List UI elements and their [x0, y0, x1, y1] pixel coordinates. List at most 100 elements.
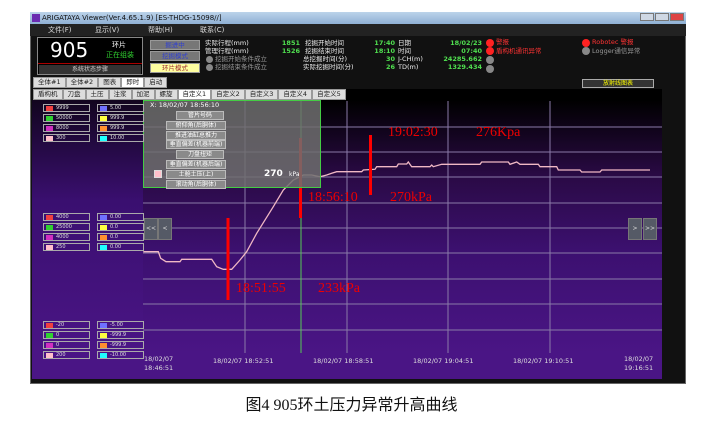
scale-max-field[interactable]: 10.00 — [97, 134, 144, 142]
assembly-status: 正在组装 — [106, 51, 134, 59]
menu-view[interactable]: 显示(V) — [95, 26, 120, 34]
scale-value: 10.00 — [110, 135, 125, 141]
scale-value: 0.0 — [110, 234, 118, 240]
tab-top-4[interactable]: 即时 — [121, 77, 145, 88]
excavation-mode-button[interactable]: 挖掘模式 — [150, 51, 200, 61]
info-value: 26 — [385, 63, 395, 71]
cursor-series-button[interactable]: 管片号码 — [176, 111, 224, 120]
time-axis — [32, 353, 662, 379]
scale-max-field[interactable]: 300 — [43, 134, 90, 142]
scale-min-field[interactable]: 0 — [43, 331, 90, 339]
scale-mid-field[interactable]: 0.00 — [97, 243, 144, 251]
system-status-step: 系统状态步骤 — [39, 65, 141, 74]
status-indicator — [486, 56, 494, 64]
info-value: 30 — [385, 55, 395, 63]
scale-min-field[interactable]: -999.9 — [97, 331, 144, 339]
scale-min-field[interactable]: -999.9 — [97, 341, 144, 349]
scale-min-field[interactable]: -5.00 — [97, 321, 144, 329]
series-color-swatch — [100, 245, 107, 250]
tab-sub-8[interactable]: 自定义2 — [211, 89, 245, 100]
tab-sub-11[interactable]: 自定义5 — [312, 89, 346, 100]
tab-sub-6[interactable]: 螺旋 — [154, 89, 178, 100]
tab-top-2[interactable]: 全体#2 — [65, 77, 99, 88]
scale-mid-field[interactable]: 0.00 — [97, 213, 144, 221]
minimize-button[interactable] — [640, 13, 654, 21]
info-label: 实际行程(mm) — [205, 39, 249, 47]
tab-top-1[interactable]: 全体#1 — [33, 77, 66, 88]
scale-max-field[interactable]: 8000 — [43, 124, 90, 132]
series-color-swatch — [46, 343, 53, 348]
excavating-button[interactable]: 掘进中 — [150, 40, 200, 50]
annotation-value: 276Kpa — [476, 125, 521, 140]
cursor-series-button[interactable]: 滚动角(后胴体) — [166, 179, 226, 189]
segment-mode-button[interactable]: 环片模式 — [150, 63, 200, 73]
scale-max-field[interactable]: 50000 — [43, 114, 90, 122]
tab-top-5[interactable]: 启动 — [144, 77, 168, 88]
scale-mid-field[interactable]: 4000 — [43, 213, 90, 221]
info-label: 挖掘结束条件成立 — [215, 63, 267, 71]
tab-sub-5[interactable]: 加泥 — [131, 89, 155, 100]
tab-sub-7[interactable]: 自定义1 — [177, 89, 212, 100]
tab-sub-9[interactable]: 自定义3 — [244, 89, 279, 100]
maximize-button[interactable] — [655, 13, 669, 21]
scale-value: 200 — [56, 352, 66, 358]
radiation-chart-button[interactable]: 放射线图表 — [582, 79, 654, 88]
time-tick: 18/02/07 19:04:51 — [413, 357, 474, 365]
scale-mid-field[interactable]: 4000 — [43, 233, 90, 241]
tab-sub-3[interactable]: 土压 — [85, 89, 109, 100]
scale-min-field[interactable]: -20 — [43, 321, 90, 329]
scale-value: 25000 — [56, 224, 72, 230]
menu-help[interactable]: 帮助(H) — [148, 26, 173, 34]
cursor-series-button[interactable]: 俯仰角(后胴体) — [166, 120, 226, 130]
cursor-series-button[interactable]: 垂直偏差(机器后端) — [166, 160, 226, 169]
info-label: 时间 — [398, 47, 411, 55]
next-page-button[interactable]: > — [628, 218, 642, 240]
tab-sub-10[interactable]: 自定义4 — [278, 89, 313, 100]
info-value: 24285.662 — [443, 55, 482, 63]
status-indicator — [486, 65, 494, 73]
alarm-label: 警报 — [496, 38, 509, 46]
scale-mid-field[interactable]: 0.0 — [97, 223, 144, 231]
menu-file[interactable]: 文件(F) — [48, 26, 72, 34]
earth-pressure-curve — [143, 160, 650, 270]
cursor-series-button[interactable]: 土舱土压(上) — [166, 169, 226, 179]
cursor-series-button[interactable]: 推进油缸总推力 — [166, 130, 226, 140]
cursor-series-button[interactable]: 刀盘扭矩 — [176, 150, 224, 160]
scale-min-field[interactable]: 0 — [43, 341, 90, 349]
series-color-swatch — [46, 106, 53, 111]
scale-max-field[interactable]: 5.00 — [97, 104, 144, 112]
prev-page-button[interactable]: < — [158, 218, 172, 240]
series-color-swatch — [46, 215, 53, 220]
series-color-swatch — [100, 126, 107, 131]
scale-min-field[interactable]: 200 — [43, 351, 90, 359]
close-button[interactable] — [670, 13, 684, 21]
time-tick: 18/02/07 18:58:51 — [313, 357, 374, 365]
first-page-button[interactable]: << — [144, 218, 158, 240]
info-value: 18:10 — [374, 47, 395, 55]
info-label: TD(m) — [398, 63, 419, 71]
scale-value: -20 — [56, 322, 65, 328]
tab-top-3[interactable]: 图表 — [98, 77, 122, 88]
menu-contact[interactable]: 联系(C) — [200, 26, 225, 34]
series-color-swatch — [46, 333, 53, 338]
tab-sub-4[interactable]: 注浆 — [108, 89, 132, 100]
series-color-swatch — [100, 353, 107, 358]
annotation-time: 18:51:55 — [236, 281, 286, 296]
scale-max-field[interactable]: 999.9 — [97, 114, 144, 122]
scale-mid-field[interactable]: 250 — [43, 243, 90, 251]
tab-sub-1[interactable]: 盾构机 — [33, 89, 63, 100]
cursor-series-button[interactable]: 垂直偏差(机器前端) — [166, 140, 226, 150]
time-tick-first-date: 18/02/07 — [144, 355, 174, 363]
scale-mid-field[interactable]: 0.0 — [97, 233, 144, 241]
ring-number: 905 — [50, 38, 89, 62]
robotec-alarm-label: Robotec 警报 — [592, 38, 634, 46]
scale-mid-field[interactable]: 25000 — [43, 223, 90, 231]
sub-tabs: 盾构机 刀盘 土压 注浆 加泥 螺旋 自定义1 自定义2 自定义3 自定义4 自定义5 — [33, 89, 662, 100]
last-page-button[interactable]: >> — [643, 218, 657, 240]
scale-min-field[interactable]: -10.00 — [97, 351, 144, 359]
scale-max-field[interactable]: 999.9 — [97, 124, 144, 132]
scale-value: 9999 — [56, 105, 69, 111]
info-label: 挖掘开始条件成立 — [215, 55, 267, 63]
scale-max-field[interactable]: 9999 — [43, 104, 90, 112]
tab-sub-2[interactable]: 刀盘 — [62, 89, 86, 100]
